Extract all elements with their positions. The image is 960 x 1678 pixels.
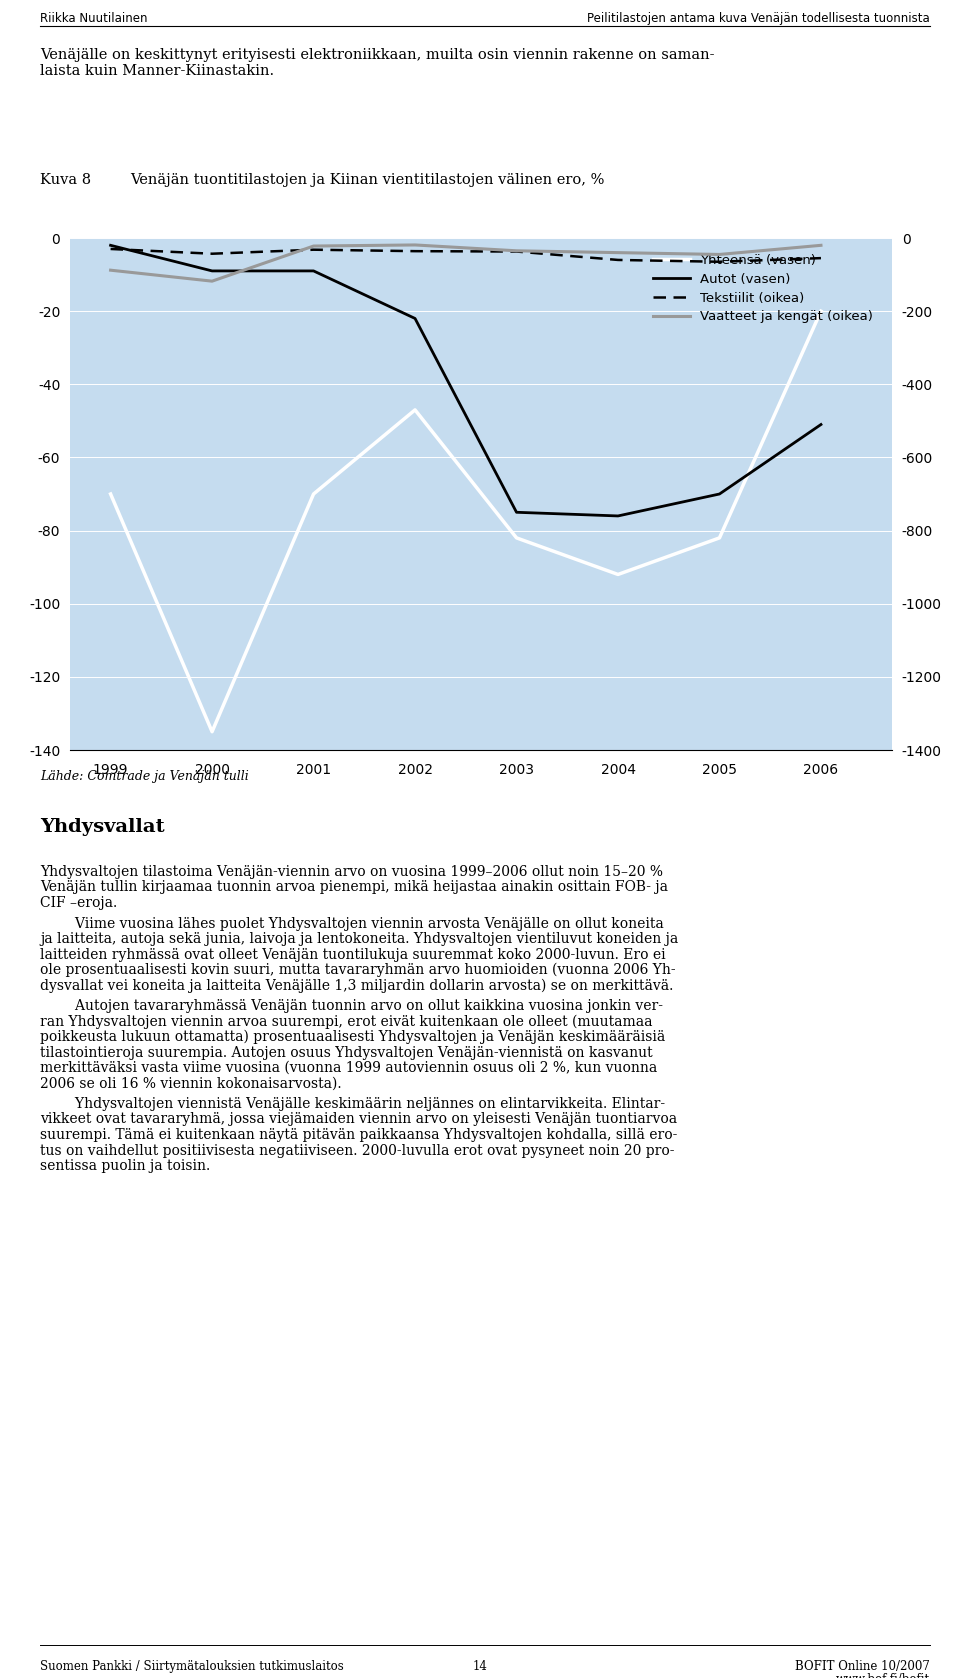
- Text: dysvallat vei koneita ja laitteita Venäjälle 1,3 miljardin dollarin arvosta) se : dysvallat vei koneita ja laitteita Venäj…: [40, 978, 673, 993]
- Text: CIF –eroja.: CIF –eroja.: [40, 896, 117, 909]
- Text: vikkeet ovat tavararyhmä, jossa viejämaiden viennin arvo on yleisesti Venäjän tu: vikkeet ovat tavararyhmä, jossa viejämai…: [40, 1113, 677, 1126]
- Text: 2006 se oli 16 % viennin kokonaisarvosta).: 2006 se oli 16 % viennin kokonaisarvosta…: [40, 1077, 342, 1091]
- Text: Venäjän tuontitilastojen ja Kiinan vientitilastojen välinen ero, %: Venäjän tuontitilastojen ja Kiinan vient…: [130, 173, 605, 186]
- Text: Autojen tavararyhmässä Venäjän tuonnin arvo on ollut kaikkina vuosina jonkin ver: Autojen tavararyhmässä Venäjän tuonnin a…: [40, 998, 663, 1014]
- Text: poikkeusta lukuun ottamatta) prosentuaalisesti Yhdysvaltojen ja Venäjän keskimää: poikkeusta lukuun ottamatta) prosentuaal…: [40, 1030, 665, 1044]
- Text: www.bof.fi/bofit: www.bof.fi/bofit: [836, 1673, 930, 1678]
- Text: ole prosentuaalisesti kovin suuri, mutta tavararyhmän arvo huomioiden (vuonna 20: ole prosentuaalisesti kovin suuri, mutta…: [40, 963, 676, 977]
- Text: Peilitilastojen antama kuva Venäjän todellisesta tuonnista: Peilitilastojen antama kuva Venäjän tode…: [588, 12, 930, 25]
- Text: Viime vuosina lähes puolet Yhdysvaltojen viennin arvosta Venäjälle on ollut kone: Viime vuosina lähes puolet Yhdysvaltojen…: [40, 916, 663, 931]
- Text: Yhdysvaltojen tilastoima Venäjän-viennin arvo on vuosina 1999–2006 ollut noin 15: Yhdysvaltojen tilastoima Venäjän-viennin…: [40, 864, 663, 879]
- Text: Venäjälle on keskittynyt erityisesti elektroniikkaan, muilta osin viennin rakenn: Venäjälle on keskittynyt erityisesti ele…: [40, 49, 714, 62]
- Text: laista kuin Manner-Kiinastakin.: laista kuin Manner-Kiinastakin.: [40, 64, 275, 77]
- Legend: Yhteensä (vasen), Autot (vasen), Tekstiilit (oikea), Vaatteet ja kengät (oikea): Yhteensä (vasen), Autot (vasen), Tekstii…: [649, 250, 877, 327]
- Text: Lähde: Comtrade ja Venäjän tulli: Lähde: Comtrade ja Venäjän tulli: [40, 770, 249, 784]
- Text: ja laitteita, autoja sekä junia, laivoja ja lentokoneita. Yhdysvaltojen vientilu: ja laitteita, autoja sekä junia, laivoja…: [40, 931, 679, 946]
- Text: Suomen Pankki / Siirtymätalouksien tutkimuslaitos: Suomen Pankki / Siirtymätalouksien tutki…: [40, 1660, 344, 1673]
- Text: sentissa puolin ja toisin.: sentissa puolin ja toisin.: [40, 1159, 210, 1173]
- Text: BOFIT Online 10/2007: BOFIT Online 10/2007: [795, 1660, 930, 1673]
- Text: Yhdysvaltojen viennistä Venäjälle keskimäärin neljännes on elintarvikkeita. Elin: Yhdysvaltojen viennistä Venäjälle keskim…: [40, 1097, 665, 1111]
- Text: Yhdysvallat: Yhdysvallat: [40, 817, 164, 836]
- Text: suurempi. Tämä ei kuitenkaan näytä pitävän paikkaansa Yhdysvaltojen kohdalla, si: suurempi. Tämä ei kuitenkaan näytä pitäv…: [40, 1128, 678, 1143]
- Text: tus on vaihdellut positiivisesta negatiiviseen. 2000-luvulla erot ovat pysyneet : tus on vaihdellut positiivisesta negatii…: [40, 1143, 675, 1158]
- Text: 14: 14: [472, 1660, 488, 1673]
- Text: Kuva 8: Kuva 8: [40, 173, 91, 186]
- Text: merkittäväksi vasta viime vuosina (vuonna 1999 autoviennin osuus oli 2 %, kun vu: merkittäväksi vasta viime vuosina (vuonn…: [40, 1060, 658, 1076]
- Text: tilastointieroja suurempia. Autojen osuus Yhdysvaltojen Venäjän-viennistä on kas: tilastointieroja suurempia. Autojen osuu…: [40, 1045, 653, 1059]
- Text: Venäjän tullin kirjaamaa tuonnin arvoa pienempi, mikä heijastaa ainakin osittain: Venäjän tullin kirjaamaa tuonnin arvoa p…: [40, 881, 668, 894]
- Text: Riikka Nuutilainen: Riikka Nuutilainen: [40, 12, 148, 25]
- Text: ran Yhdysvaltojen viennin arvoa suurempi, erot eivät kuitenkaan ole olleet (muut: ran Yhdysvaltojen viennin arvoa suurempi…: [40, 1015, 653, 1029]
- Text: laitteiden ryhmässä ovat olleet Venäjän tuontilukuja suuremmat koko 2000-luvun. : laitteiden ryhmässä ovat olleet Venäjän …: [40, 948, 665, 961]
